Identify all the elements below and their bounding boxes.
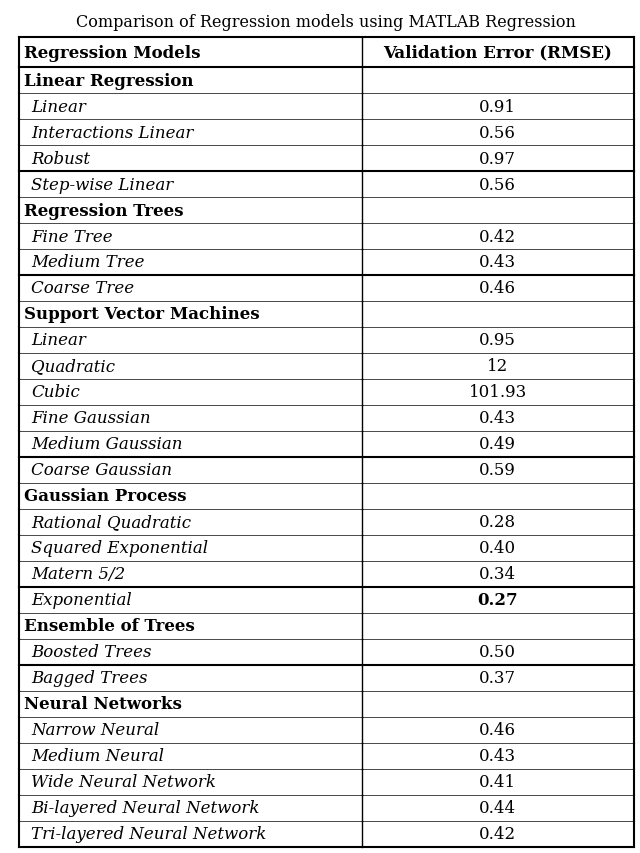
Text: Regression Trees: Regression Trees [24, 202, 184, 219]
Text: 0.91: 0.91 [479, 98, 516, 115]
Text: Matern 5/2: Matern 5/2 [31, 566, 125, 583]
Text: Gaussian Process: Gaussian Process [24, 488, 187, 505]
Text: Narrow Neural: Narrow Neural [31, 722, 159, 739]
Text: 0.46: 0.46 [479, 280, 516, 297]
Text: Step-wise Linear: Step-wise Linear [31, 177, 173, 194]
Text: Regression Models: Regression Models [24, 44, 201, 61]
Text: 0.43: 0.43 [479, 410, 516, 427]
Text: 12: 12 [487, 358, 508, 375]
Text: Ensemble of Trees: Ensemble of Trees [24, 618, 195, 635]
Text: Neural Networks: Neural Networks [24, 696, 182, 712]
Text: Bagged Trees: Bagged Trees [31, 670, 148, 687]
Text: Squared Exponential: Squared Exponential [31, 540, 209, 557]
Text: 0.27: 0.27 [477, 592, 518, 609]
Text: 0.28: 0.28 [479, 514, 516, 531]
Text: 0.59: 0.59 [479, 462, 516, 479]
Text: 0.56: 0.56 [479, 177, 516, 194]
Text: 0.97: 0.97 [479, 150, 516, 167]
Text: 0.42: 0.42 [479, 229, 516, 245]
Text: 0.40: 0.40 [479, 540, 516, 557]
Text: 0.43: 0.43 [479, 747, 516, 764]
Text: Cubic: Cubic [31, 384, 80, 401]
Text: Medium Gaussian: Medium Gaussian [31, 436, 182, 453]
Text: Comparison of Regression models using MATLAB Regression: Comparison of Regression models using MA… [76, 14, 577, 31]
Text: Linear: Linear [31, 332, 86, 349]
Text: Wide Neural Network: Wide Neural Network [31, 774, 216, 791]
Text: Support Vector Machines: Support Vector Machines [24, 306, 260, 323]
Text: 0.42: 0.42 [479, 826, 516, 843]
Text: Boosted Trees: Boosted Trees [31, 644, 152, 661]
Text: 101.93: 101.93 [468, 384, 527, 401]
Text: Fine Gaussian: Fine Gaussian [31, 410, 151, 427]
Text: Coarse Tree: Coarse Tree [31, 280, 134, 297]
Text: 0.56: 0.56 [479, 125, 516, 142]
Text: 0.49: 0.49 [479, 436, 516, 453]
Text: Rational Quadratic: Rational Quadratic [31, 514, 191, 531]
Text: Fine Tree: Fine Tree [31, 229, 113, 245]
Text: Medium Tree: Medium Tree [31, 254, 145, 271]
Text: Quadratic: Quadratic [31, 358, 115, 375]
Text: Tri-layered Neural Network: Tri-layered Neural Network [31, 826, 267, 843]
Text: Exponential: Exponential [31, 592, 132, 609]
Text: 0.37: 0.37 [479, 670, 516, 687]
Text: 0.46: 0.46 [479, 722, 516, 739]
Text: 0.50: 0.50 [479, 644, 516, 661]
Text: Linear: Linear [31, 98, 86, 115]
Text: Linear Regression: Linear Regression [24, 73, 194, 90]
Text: Robust: Robust [31, 150, 90, 167]
Text: 0.41: 0.41 [479, 774, 516, 791]
Text: Coarse Gaussian: Coarse Gaussian [31, 462, 172, 479]
Text: 0.95: 0.95 [479, 332, 516, 349]
Text: Interactions Linear: Interactions Linear [31, 125, 193, 142]
Text: 0.44: 0.44 [479, 799, 516, 816]
Text: 0.34: 0.34 [479, 566, 516, 583]
Text: Bi-layered Neural Network: Bi-layered Neural Network [31, 799, 260, 816]
Text: Validation Error (RMSE): Validation Error (RMSE) [383, 44, 612, 61]
Text: Medium Neural: Medium Neural [31, 747, 164, 764]
Text: 0.43: 0.43 [479, 254, 516, 271]
